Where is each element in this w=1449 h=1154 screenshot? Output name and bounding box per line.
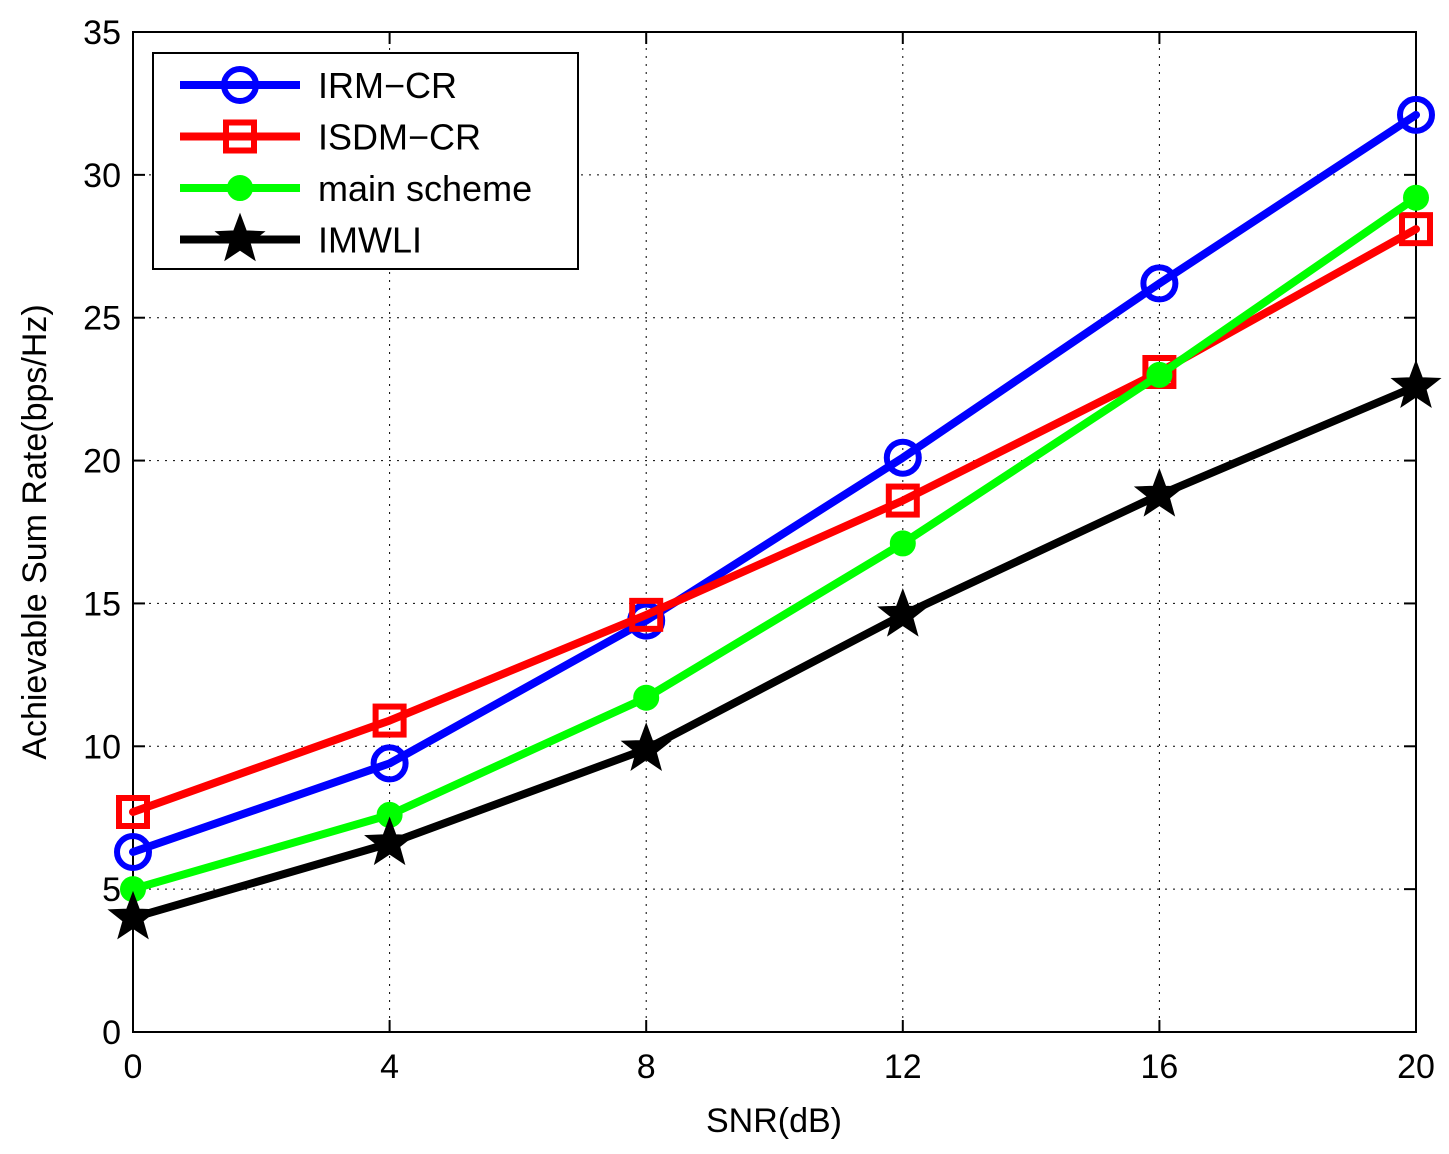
legend: IRM−CR ISDM−CR main scheme IMWLI	[152, 52, 579, 270]
series-line	[129, 110, 1420, 856]
data-point	[889, 530, 916, 557]
series-3	[107, 359, 1442, 940]
x-tick-label: 20	[1397, 1048, 1435, 1086]
x-axis-label: SNR(dB)	[706, 1102, 842, 1140]
series-line	[129, 193, 1420, 894]
data-point	[883, 438, 922, 477]
data-point	[370, 744, 409, 783]
x-tick-label: 0	[124, 1048, 143, 1086]
data-point	[1140, 264, 1179, 303]
data-point	[620, 722, 672, 771]
y-tick-label: 15	[83, 585, 121, 623]
axes-box	[132, 31, 1417, 1033]
series-layer	[107, 95, 1442, 940]
legend-marker	[214, 212, 266, 262]
legend-marker	[227, 175, 253, 201]
data-point	[116, 795, 150, 829]
series-2	[120, 184, 1429, 903]
x-tick-label: 4	[380, 1048, 399, 1086]
data-point	[1397, 95, 1435, 134]
y-tick-label: 5	[102, 871, 121, 909]
legend-item: ISDM−CR	[180, 117, 481, 158]
legend-label: ISDM−CR	[318, 117, 481, 158]
y-tick-label: 20	[83, 443, 121, 481]
data-point	[633, 684, 660, 711]
data-point	[885, 483, 920, 518]
legend-item: main scheme	[180, 168, 532, 209]
legend-marker	[223, 119, 257, 154]
data-point	[1390, 359, 1442, 409]
y-tick-label: 35	[83, 14, 121, 52]
x-tick-label: 8	[637, 1048, 656, 1086]
legend-marker	[221, 66, 259, 104]
legend-item: IRM−CR	[180, 65, 457, 106]
legend-label: main scheme	[318, 168, 532, 209]
legend-label: IMWLI	[318, 220, 422, 261]
data-point	[1146, 361, 1173, 388]
legend-label: IRM−CR	[318, 65, 457, 106]
series-line	[129, 382, 1420, 922]
data-point	[877, 588, 929, 637]
y-tick-label: 10	[83, 728, 121, 766]
x-tick-label: 12	[884, 1048, 922, 1086]
y-tick-label: 0	[102, 1014, 121, 1052]
axis-ticks: 0 4 8 12 16 20 0 5 10 15 20 25 30 35	[83, 14, 1435, 1086]
y-axis-label: Achievable Sum Rate(bps/Hz)	[16, 304, 54, 759]
data-point	[372, 703, 407, 738]
y-tick-label: 30	[83, 157, 121, 195]
data-point	[629, 597, 664, 632]
data-point	[114, 833, 152, 871]
y-tick-label: 25	[83, 300, 121, 338]
data-point	[1133, 468, 1185, 517]
data-point	[1399, 212, 1433, 247]
data-point	[107, 890, 159, 940]
data-point	[364, 816, 416, 866]
x-tick-label: 16	[1140, 1048, 1178, 1086]
grid-lines	[133, 32, 1416, 1032]
legend-item: IMWLI	[180, 212, 422, 262]
data-point	[1403, 184, 1429, 211]
